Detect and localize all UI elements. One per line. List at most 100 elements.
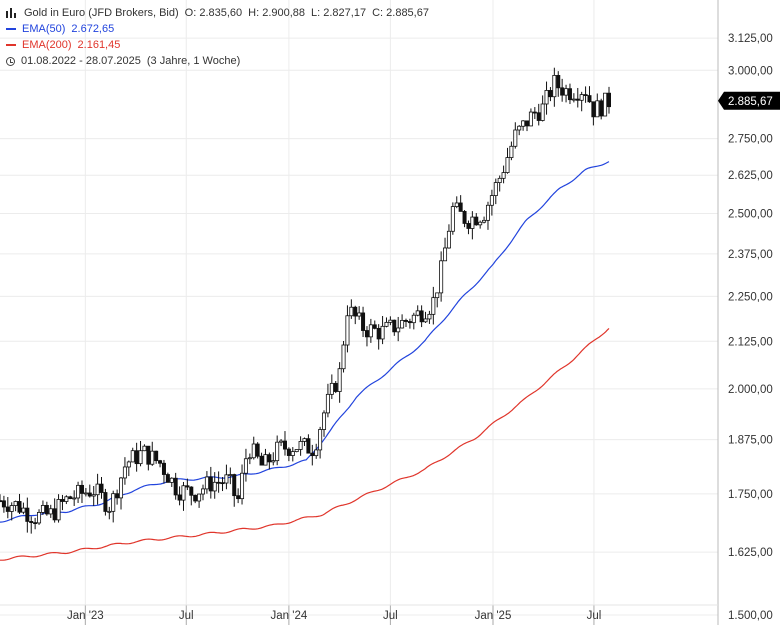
ohlc-low: L: 2.827,17 [311, 7, 367, 19]
candle [419, 305, 424, 328]
candle [400, 314, 405, 329]
candle [540, 95, 545, 122]
candle [571, 93, 576, 103]
candle [290, 447, 295, 462]
x-tick-label: Jul [179, 610, 194, 622]
candle [204, 471, 209, 494]
ema200-label: EMA(200) [22, 39, 72, 51]
candle [134, 442, 139, 472]
candle [384, 317, 389, 328]
candle [154, 450, 159, 464]
ema50-swatch [6, 28, 16, 30]
candle [517, 125, 522, 136]
ema200-swatch [6, 44, 16, 46]
x-tick-label: Jul [587, 610, 602, 622]
candle [282, 431, 287, 456]
candle [548, 87, 553, 102]
candle [302, 437, 307, 446]
candle [435, 292, 440, 308]
candle [40, 500, 45, 516]
candle [372, 320, 377, 330]
instrument-row: Gold in Euro (JFD Brokers, Bid) O: 2.835… [6, 5, 435, 21]
candle [298, 436, 303, 456]
candle [99, 477, 104, 499]
candlesticks [0, 67, 612, 534]
candle [279, 439, 284, 447]
candle [443, 237, 448, 262]
ohlc-open: O: 2.835,60 [184, 7, 243, 19]
candle [396, 316, 401, 342]
candle [25, 497, 30, 533]
candle [341, 340, 346, 373]
candle [33, 517, 38, 530]
candle [525, 120, 530, 132]
last-price-label: 2.885,67 [728, 96, 773, 108]
candle [169, 477, 174, 487]
candle [48, 504, 53, 518]
candle [556, 71, 561, 97]
y-tick-label: 2.125,00 [728, 336, 773, 348]
candle [489, 189, 494, 216]
candle [111, 490, 116, 523]
candle [493, 178, 498, 205]
candle [185, 478, 190, 491]
candle [193, 494, 198, 504]
candle [37, 509, 42, 525]
candle [466, 220, 471, 235]
y-tick-label: 3.000,00 [728, 65, 773, 77]
candle [564, 84, 569, 103]
candle [72, 490, 77, 506]
candle [9, 502, 14, 521]
candle [407, 318, 412, 329]
instrument-title: Gold in Euro (JFD Brokers, Bid) [24, 7, 179, 19]
candle [310, 444, 315, 466]
candle [208, 466, 213, 499]
candle [361, 306, 366, 337]
candle [177, 486, 182, 506]
candle [497, 175, 502, 192]
candle [575, 87, 580, 108]
candle [1, 495, 6, 513]
candle [142, 444, 147, 452]
candle [60, 494, 65, 511]
ema50-legend[interactable]: EMA(50) 2.672,65 [6, 21, 435, 37]
candle [446, 224, 451, 249]
candle [173, 472, 178, 500]
candle [325, 383, 330, 418]
y-tick-label: 2.750,00 [728, 134, 773, 146]
candle [232, 473, 237, 507]
candle [228, 467, 233, 485]
x-tick-label: Jan '23 [67, 610, 104, 622]
candle [0, 494, 3, 503]
candle [567, 83, 572, 105]
candle [403, 318, 408, 327]
x-tick-label: Jan '24 [271, 610, 308, 622]
candle [251, 436, 256, 460]
candle [286, 447, 291, 462]
candle [189, 486, 194, 506]
candle [243, 448, 248, 482]
candle [337, 362, 342, 403]
candle [165, 472, 170, 483]
candle [267, 452, 272, 470]
candle [474, 213, 479, 226]
candle [505, 147, 510, 174]
y-tick-label: 1.625,00 [728, 547, 773, 559]
candle [318, 426, 323, 459]
candle [220, 477, 225, 492]
candle [130, 447, 135, 463]
candle [423, 311, 428, 323]
candle [158, 459, 163, 468]
ema200-legend[interactable]: EMA(200) 2.161,45 [6, 37, 435, 53]
y-tick-label: 2.375,00 [728, 249, 773, 261]
candle [595, 93, 600, 118]
ohlc-close: C: 2.885,67 [372, 7, 429, 19]
candle [333, 380, 338, 394]
y-tick-label: 2.625,00 [728, 170, 773, 182]
candle [376, 324, 381, 350]
candle [513, 122, 518, 149]
candle [583, 86, 588, 103]
